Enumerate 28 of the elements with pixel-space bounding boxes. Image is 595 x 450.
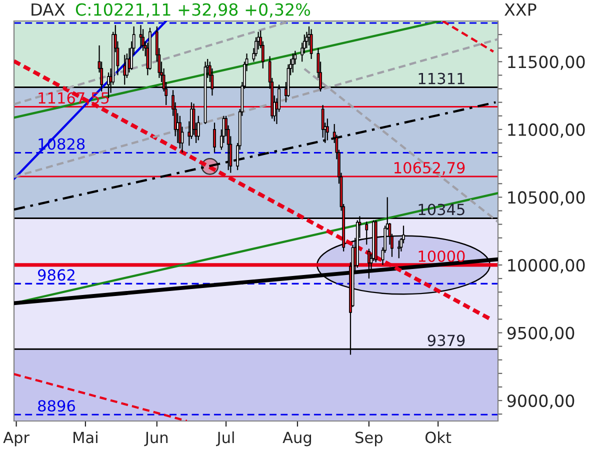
chart-subtitle: C:10221,11 +32,98 +0,32%	[76, 3, 310, 18]
ref-line-label: 9379	[428, 334, 465, 346]
y-tick-label: 9500,00	[507, 326, 574, 342]
y-tick-label: 10000,00	[508, 258, 585, 274]
y-tick-label: 10500,00	[508, 191, 585, 206]
ref-line-label: 10652,79	[394, 162, 465, 176]
candlestick	[196, 115, 200, 141]
x-tick-label: Okt	[426, 431, 452, 444]
y-tick-label: 11500,00	[508, 56, 585, 70]
x-tick-label: Sep	[356, 432, 382, 446]
candlestick	[213, 122, 216, 154]
x-tick-label: Mai	[74, 431, 98, 444]
ref-line-label: 10000	[418, 250, 465, 262]
chart-title: DAX	[32, 3, 65, 16]
candlestick	[291, 52, 294, 74]
candlestick	[326, 118, 329, 141]
y-tick-label: 11000,00	[508, 123, 585, 138]
x-tick-label: Apr	[3, 432, 30, 446]
candlestick	[178, 115, 182, 149]
ref-line-label: 8896	[38, 400, 75, 412]
x-tick-label: Aug	[282, 432, 312, 446]
candlestick	[310, 28, 313, 60]
y-axis-title: XXP	[504, 3, 536, 16]
ref-line-label: 11311	[418, 72, 464, 84]
x-tick-label: Jul	[216, 431, 234, 446]
x-tick-label: Jun	[144, 432, 168, 446]
y-tick-label: 9000,00	[507, 394, 574, 409]
ref-line-label: 9862	[38, 269, 74, 281]
